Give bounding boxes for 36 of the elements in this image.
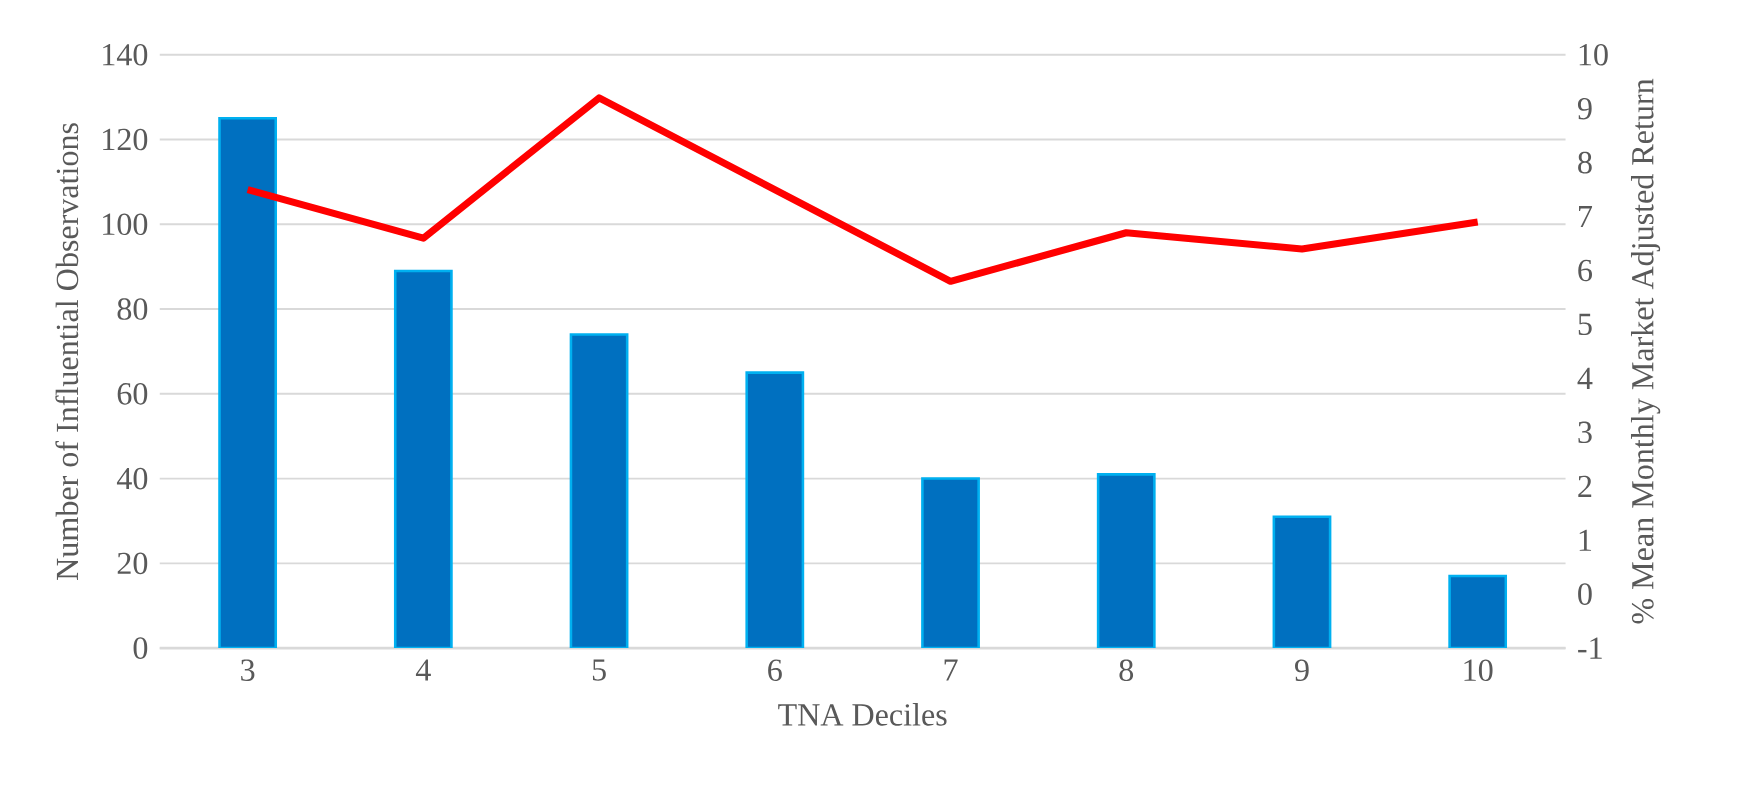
- y-tick-label: 80: [117, 298, 148, 320]
- bar: [745, 371, 805, 649]
- y2-tick-label: 2: [1578, 475, 1592, 497]
- y2-tick-label: 6: [1578, 259, 1592, 282]
- y2-tick-label: 1: [1579, 529, 1592, 551]
- y-tick-label: 120: [103, 128, 148, 151]
- x-tick-label: 6: [768, 659, 782, 681]
- x-tick-label: 8: [1119, 659, 1134, 682]
- x-tick-label: 3: [241, 659, 255, 681]
- y2-tick-label: 10: [1579, 43, 1608, 66]
- x-tick-label: 7: [944, 659, 958, 681]
- bar: [921, 477, 980, 649]
- y-tick-label: 0: [133, 637, 148, 659]
- y2-tick-label: 3: [1578, 421, 1592, 444]
- bar: [1272, 515, 1332, 649]
- y-tick-label: 140: [103, 43, 148, 66]
- y-axis-title: Number of Influential Observations: [55, 123, 79, 580]
- bar: [1448, 574, 1508, 649]
- y-tick-label: 100: [103, 213, 148, 236]
- x-tick-label: 5: [592, 659, 606, 681]
- y-tick-label: 20: [117, 552, 148, 575]
- y-tick-label: 60: [117, 382, 148, 405]
- y2-tick-label: 5: [1578, 313, 1592, 336]
- y2-tick-label: 7: [1579, 205, 1593, 228]
- y2-tick-label: 9: [1577, 97, 1592, 120]
- y2-tick-label: -1: [1578, 637, 1602, 659]
- y2-axis-title: % Mean Monthly Market Adjusted Return: [1630, 78, 1661, 624]
- x-axis-title: TNA Deciles: [778, 703, 947, 726]
- x-tick-label: 4: [415, 659, 431, 681]
- y-tick-label: 40: [116, 467, 148, 490]
- y2-tick-label: 0: [1578, 583, 1592, 605]
- y2-tick-label: 8: [1578, 151, 1592, 174]
- x-tick-label: 9: [1295, 659, 1309, 681]
- y2-tick-label: 4: [1577, 367, 1593, 389]
- bar: [569, 333, 629, 649]
- x-tick-label: 10: [1464, 659, 1493, 682]
